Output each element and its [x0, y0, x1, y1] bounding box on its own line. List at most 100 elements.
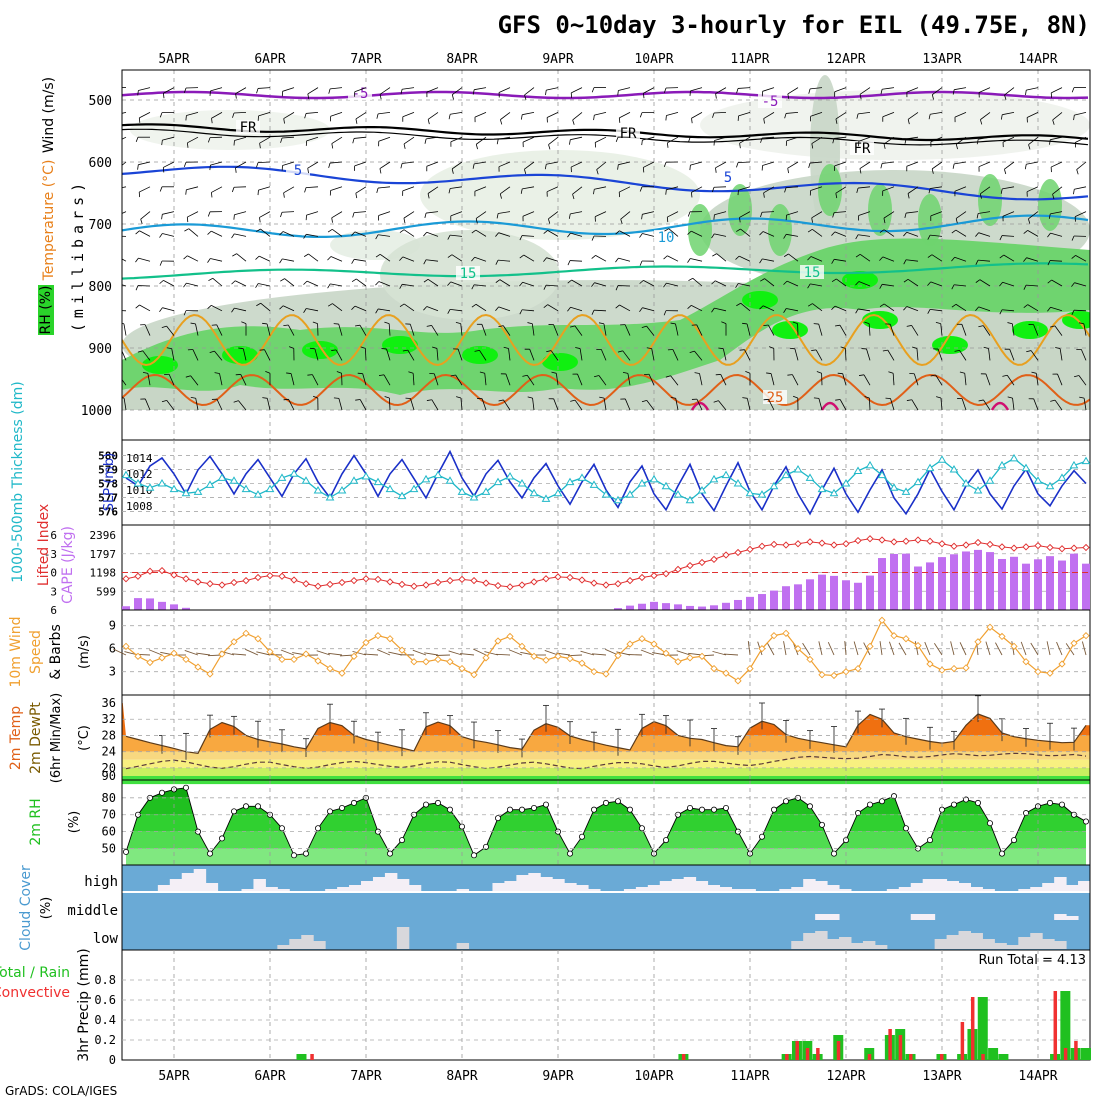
wind-barb	[834, 87, 847, 93]
thickness-point	[193, 487, 203, 495]
wind-speed-point	[206, 670, 214, 678]
wind-barb	[858, 308, 871, 312]
wind-barb	[622, 350, 631, 361]
wind-barb	[788, 253, 799, 262]
wind-barb	[139, 112, 151, 119]
wind10m-barb	[818, 641, 823, 656]
wind-barb	[810, 87, 823, 90]
wind-barb	[331, 211, 343, 219]
thickness-point	[157, 479, 167, 487]
wind10m-unit: (m/s)	[77, 635, 92, 669]
temp-tick-label: 36	[102, 696, 116, 710]
rh2m-point	[567, 850, 574, 857]
cloud-low-bar	[301, 935, 314, 949]
wind-speed-point	[938, 666, 946, 674]
thickness-point	[325, 492, 335, 501]
wind-barb	[618, 257, 631, 262]
wind-barb	[1073, 309, 1087, 312]
wind-barb	[1002, 136, 1015, 143]
lifted-index-point	[242, 576, 250, 585]
wind-barb	[233, 112, 247, 114]
thickness-point	[241, 484, 251, 493]
wind-barb	[242, 348, 247, 361]
wind-barb	[883, 136, 895, 145]
lifted-index-point	[506, 583, 514, 591]
wind-barb	[699, 373, 703, 386]
cloud-high-bar	[504, 881, 517, 891]
rh2m-point	[470, 852, 477, 859]
wind10m-barb	[879, 641, 883, 656]
thickness-point	[541, 494, 551, 502]
wind-barb	[961, 398, 967, 411]
rh2m-point	[314, 825, 321, 832]
wind-barb	[259, 136, 271, 144]
lifted-index-point	[146, 567, 154, 575]
wind-barb	[1075, 136, 1087, 143]
wind-speed-point	[1046, 669, 1054, 677]
wind-barb	[386, 348, 391, 361]
wind10m-barb	[316, 650, 331, 656]
wind-speed-point	[518, 642, 526, 651]
cloud-low-bar	[803, 933, 816, 949]
wind-barb	[402, 112, 415, 118]
wind-barb	[1074, 112, 1087, 116]
wind-barb	[882, 161, 895, 164]
lifted-index-point	[158, 566, 166, 575]
rh-tick-label: 60	[102, 825, 116, 839]
wind-barb	[667, 255, 679, 262]
wind-barb	[500, 112, 511, 120]
precip-legend-convective: Convective	[0, 985, 70, 1001]
wind-barb	[1051, 279, 1063, 287]
thickness-point	[829, 488, 839, 497]
wind-barb	[1026, 186, 1039, 193]
cape-bar	[686, 605, 694, 610]
cloud-high-bar	[635, 887, 649, 891]
thickness-point	[841, 479, 851, 487]
thickness-tick-label: 577	[98, 491, 118, 504]
lifted-index-point	[206, 580, 214, 588]
wind-barb	[643, 87, 655, 94]
wind-barb	[786, 280, 799, 287]
cloud-high-bar	[803, 879, 816, 891]
wind-barb	[195, 323, 199, 336]
temp2m-ylabel-2: 2m DewPt	[28, 702, 44, 774]
lifted-index-point	[446, 576, 454, 585]
wind-speed-point	[830, 671, 838, 680]
wind-barb	[306, 233, 319, 237]
rh2m-point	[987, 820, 994, 827]
lifted-index-point	[746, 545, 754, 554]
contour-30	[820, 401, 840, 411]
cloud-low-bar	[970, 933, 983, 949]
wind-barb	[815, 349, 823, 361]
wind-barb	[619, 112, 631, 119]
rh2m-panel: 80 70 60 50 2m RH (%)	[28, 779, 1091, 866]
wind-barb	[812, 229, 823, 237]
cape-bar	[962, 551, 970, 610]
thickness-point	[769, 481, 779, 490]
wind-speed-point	[482, 654, 490, 662]
wind-barb	[122, 186, 127, 189]
wind-barb	[1030, 350, 1039, 361]
wind-barb	[1050, 306, 1063, 312]
wind-barb	[940, 398, 943, 411]
thickness-point	[637, 479, 647, 487]
wind-barb	[122, 112, 127, 114]
wind-barb	[122, 284, 127, 287]
wind-barb	[858, 281, 871, 287]
wind-barb	[570, 211, 583, 215]
wind-barb	[210, 87, 223, 92]
wind-speed-point	[470, 671, 478, 679]
thickness-point	[889, 483, 899, 491]
wind-barb	[529, 349, 535, 361]
wind-speed-point	[902, 635, 910, 643]
contour-10	[122, 214, 1089, 238]
wind-barb	[122, 161, 127, 166]
wind-barb	[858, 234, 871, 237]
wind10m-barb	[985, 641, 991, 656]
cloud-high-bar	[552, 879, 565, 891]
wind-barb	[122, 258, 127, 262]
thickness-point	[217, 473, 227, 481]
wind-barb	[460, 323, 463, 336]
wind-barb	[330, 87, 343, 90]
wind-barb	[1033, 398, 1039, 411]
